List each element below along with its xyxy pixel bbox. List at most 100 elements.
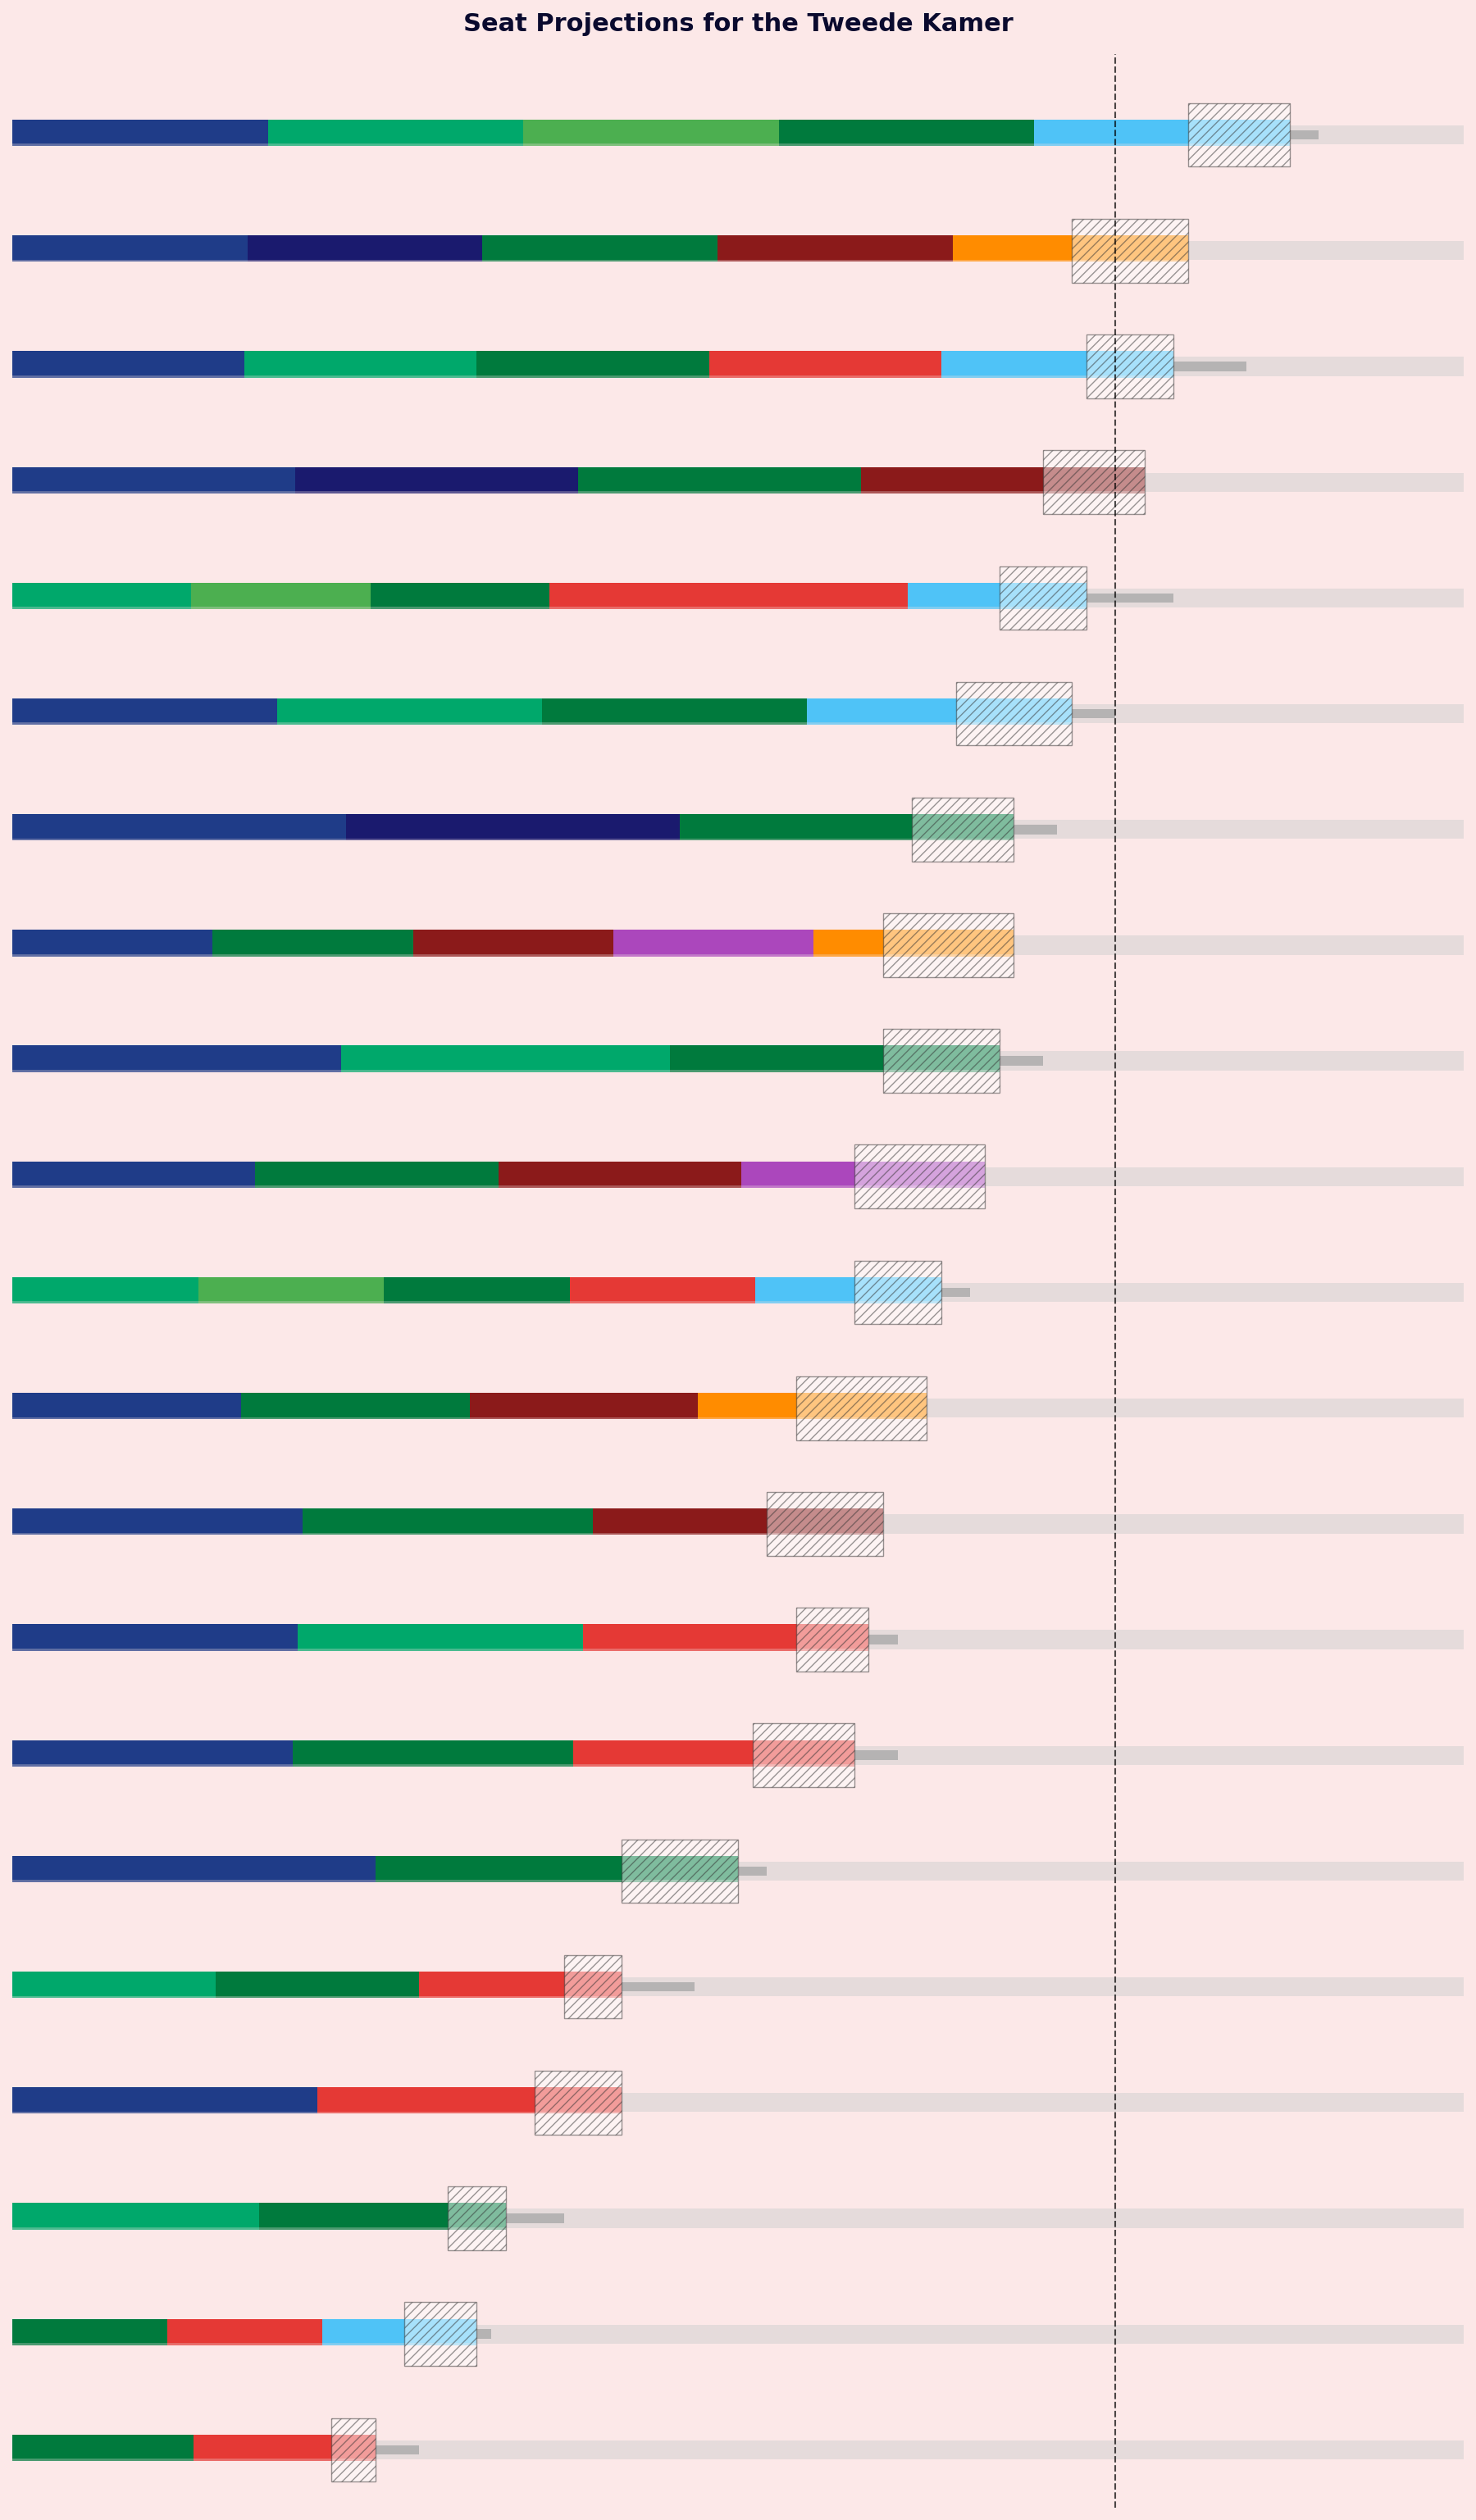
- Bar: [12, 1056, 341, 1071]
- Bar: [12, 1751, 897, 1759]
- Bar: [375, 1867, 738, 1882]
- Bar: [564, 1956, 621, 2019]
- Bar: [12, 1399, 1464, 1419]
- Bar: [728, 582, 908, 607]
- Bar: [708, 363, 942, 378]
- Bar: [953, 234, 1188, 260]
- Bar: [1072, 219, 1188, 282]
- Bar: [483, 234, 717, 260]
- Bar: [813, 930, 1014, 955]
- Bar: [12, 2097, 317, 2114]
- Bar: [384, 1278, 570, 1300]
- Bar: [12, 1515, 1464, 1535]
- Bar: [613, 940, 813, 955]
- Bar: [534, 2071, 621, 2134]
- Bar: [384, 1288, 570, 1303]
- Bar: [12, 1867, 375, 1882]
- Bar: [583, 1635, 868, 1651]
- Bar: [477, 363, 708, 378]
- Bar: [12, 1520, 796, 1530]
- Bar: [12, 2094, 1464, 2112]
- Bar: [303, 1520, 593, 1535]
- Bar: [12, 2434, 193, 2460]
- Bar: [912, 799, 1014, 862]
- Bar: [593, 1520, 883, 1535]
- Bar: [1086, 335, 1173, 398]
- Bar: [193, 2434, 375, 2460]
- Bar: [12, 814, 345, 839]
- Bar: [375, 1855, 738, 1880]
- Bar: [413, 940, 613, 955]
- Bar: [12, 1051, 1464, 1071]
- Bar: [883, 912, 1014, 978]
- Bar: [12, 363, 245, 378]
- Bar: [12, 2444, 193, 2462]
- Bar: [813, 940, 1014, 955]
- Bar: [167, 2318, 322, 2344]
- Bar: [277, 698, 542, 723]
- Bar: [260, 2213, 506, 2230]
- Bar: [317, 2097, 621, 2114]
- Bar: [717, 247, 953, 262]
- Bar: [370, 582, 549, 607]
- Bar: [908, 582, 1086, 607]
- Bar: [779, 131, 1035, 146]
- Bar: [613, 930, 813, 955]
- Bar: [12, 1509, 303, 1532]
- Bar: [12, 824, 345, 842]
- Bar: [12, 708, 277, 726]
- Bar: [267, 131, 523, 146]
- Bar: [12, 1167, 1464, 1187]
- Bar: [12, 1978, 1464, 1996]
- Bar: [198, 1278, 384, 1300]
- Bar: [12, 1172, 255, 1187]
- Bar: [248, 247, 483, 262]
- Bar: [908, 592, 1086, 610]
- Bar: [12, 940, 213, 955]
- Bar: [12, 1056, 1042, 1066]
- Bar: [756, 1288, 942, 1303]
- Bar: [956, 683, 1072, 746]
- Bar: [12, 131, 267, 146]
- Bar: [404, 2303, 477, 2366]
- Bar: [1188, 103, 1290, 166]
- Bar: [12, 242, 1464, 260]
- Bar: [549, 582, 728, 607]
- Bar: [12, 2097, 621, 2107]
- Bar: [277, 708, 542, 726]
- Bar: [12, 1172, 855, 1182]
- Bar: [12, 1741, 292, 1764]
- Bar: [413, 930, 613, 955]
- Bar: [779, 118, 1035, 144]
- Bar: [12, 476, 295, 494]
- Bar: [574, 1741, 855, 1764]
- Bar: [12, 698, 277, 723]
- Bar: [12, 1635, 897, 1646]
- Bar: [345, 814, 680, 839]
- Bar: [12, 587, 1464, 607]
- Bar: [862, 476, 1144, 494]
- Bar: [12, 1625, 298, 1648]
- Bar: [807, 698, 1072, 723]
- Bar: [12, 2328, 167, 2346]
- Bar: [12, 1404, 840, 1414]
- Bar: [292, 1741, 574, 1764]
- Bar: [213, 940, 413, 955]
- Bar: [549, 592, 728, 610]
- Bar: [12, 474, 1464, 491]
- Bar: [728, 592, 908, 610]
- Bar: [579, 466, 862, 491]
- Bar: [12, 582, 192, 607]
- Bar: [341, 1056, 670, 1071]
- Bar: [12, 126, 1464, 144]
- Bar: [12, 2318, 167, 2344]
- Bar: [12, 350, 245, 375]
- Bar: [322, 2328, 477, 2346]
- Bar: [12, 1283, 1464, 1303]
- Bar: [12, 819, 1464, 839]
- Bar: [855, 1144, 984, 1210]
- Bar: [12, 118, 267, 144]
- Bar: [245, 363, 477, 378]
- Bar: [192, 592, 370, 610]
- Bar: [12, 940, 897, 950]
